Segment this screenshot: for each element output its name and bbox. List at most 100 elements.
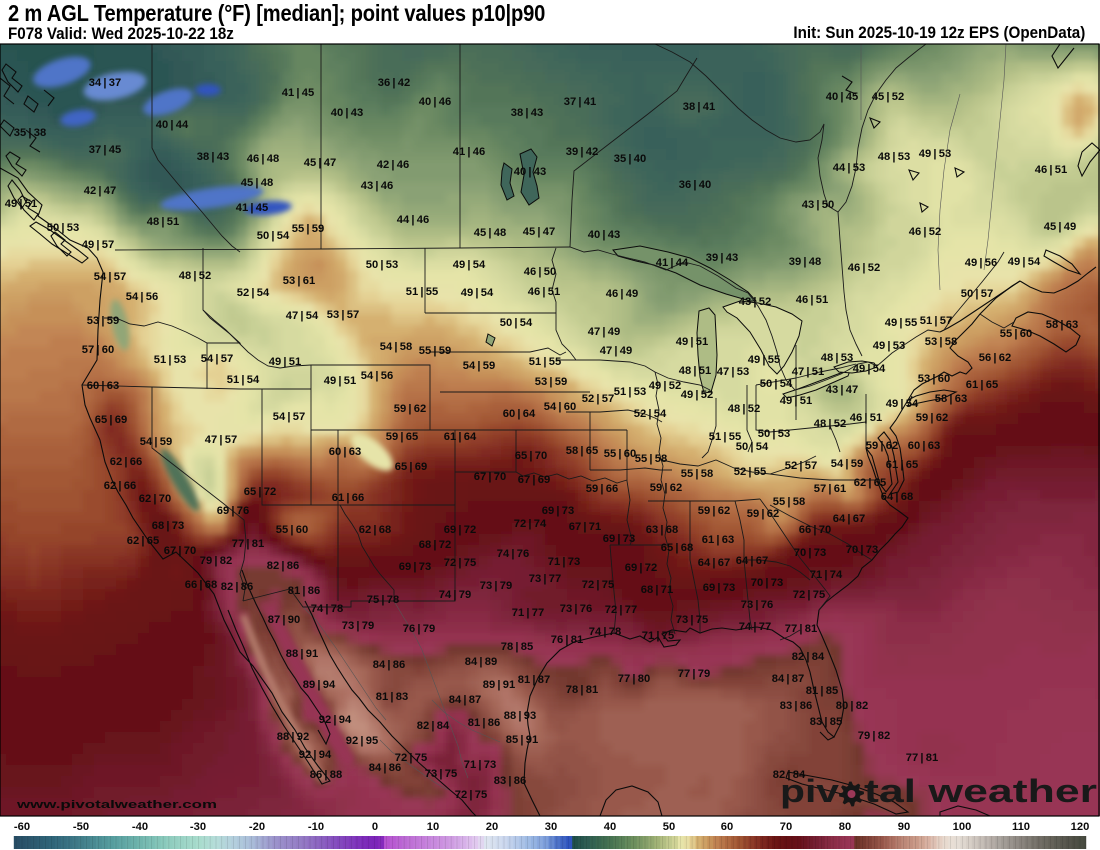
svg-text:59 | 66: 59 | 66 <box>586 483 619 495</box>
svg-text:44 | 46: 44 | 46 <box>397 214 430 226</box>
svg-text:60 | 63: 60 | 63 <box>87 380 120 392</box>
svg-text:84 | 86: 84 | 86 <box>369 762 402 774</box>
svg-text:82 | 84: 82 | 84 <box>417 720 450 732</box>
svg-text:54 | 59: 54 | 59 <box>463 360 496 372</box>
svg-text:60 | 64: 60 | 64 <box>503 408 536 420</box>
svg-text:88 | 93: 88 | 93 <box>504 710 537 722</box>
svg-text:61 | 65: 61 | 65 <box>966 379 999 391</box>
svg-text:49 | 51: 49 | 51 <box>269 356 302 368</box>
svg-text:55 | 58: 55 | 58 <box>681 468 714 480</box>
svg-text:74 | 77: 74 | 77 <box>739 621 772 633</box>
svg-text:56 | 62: 56 | 62 <box>979 352 1012 364</box>
svg-text:47 | 57: 47 | 57 <box>205 434 238 446</box>
svg-text:38 | 43: 38 | 43 <box>197 151 230 163</box>
svg-text:59 | 62: 59 | 62 <box>866 440 899 452</box>
svg-text:81 | 85: 81 | 85 <box>806 685 839 697</box>
svg-text:62 | 66: 62 | 66 <box>110 456 143 468</box>
svg-text:69 | 72: 69 | 72 <box>625 562 658 574</box>
svg-text:74 | 78: 74 | 78 <box>311 603 344 615</box>
svg-text:80 | 82: 80 | 82 <box>836 700 869 712</box>
svg-text:54 | 59: 54 | 59 <box>140 436 173 448</box>
svg-text:47 | 51: 47 | 51 <box>792 366 825 378</box>
svg-text:51 | 53: 51 | 53 <box>614 386 647 398</box>
svg-text:43 | 52: 43 | 52 <box>739 296 772 308</box>
svg-text:82 | 86: 82 | 86 <box>221 581 254 593</box>
svg-text:59 | 62: 59 | 62 <box>698 505 731 517</box>
svg-text:74 | 78: 74 | 78 <box>589 626 622 638</box>
svg-text:77 | 81: 77 | 81 <box>785 623 818 635</box>
svg-text:66 | 68: 66 | 68 <box>185 579 218 591</box>
svg-text:76 | 79: 76 | 79 <box>403 623 436 635</box>
svg-text:47 | 54: 47 | 54 <box>286 310 319 322</box>
svg-text:87 | 90: 87 | 90 <box>268 614 301 626</box>
svg-text:88 | 92: 88 | 92 <box>277 731 310 743</box>
svg-text:49 | 55: 49 | 55 <box>748 354 781 366</box>
svg-text:45 | 47: 45 | 47 <box>523 226 556 238</box>
svg-text:50 | 57: 50 | 57 <box>961 288 994 300</box>
svg-text:40 | 43: 40 | 43 <box>514 166 547 178</box>
svg-text:62 | 68: 62 | 68 <box>359 524 392 536</box>
svg-text:54 | 56: 54 | 56 <box>126 291 159 303</box>
svg-text:84 | 87: 84 | 87 <box>449 694 482 706</box>
svg-text:49 | 51: 49 | 51 <box>676 336 709 348</box>
svg-text:39 | 43: 39 | 43 <box>706 252 739 264</box>
svg-text:49 | 55: 49 | 55 <box>885 317 918 329</box>
svg-text:38 | 41: 38 | 41 <box>683 101 716 113</box>
svg-text:69 | 73: 69 | 73 <box>603 533 636 545</box>
svg-text:84 | 86: 84 | 86 <box>373 659 406 671</box>
svg-text:85 | 91: 85 | 91 <box>506 734 539 746</box>
svg-text:62 | 70: 62 | 70 <box>139 493 172 505</box>
svg-text:81 | 83: 81 | 83 <box>376 691 409 703</box>
svg-text:70 | 73: 70 | 73 <box>846 544 879 556</box>
svg-text:53 | 59: 53 | 59 <box>87 315 120 327</box>
svg-text:49 | 51: 49 | 51 <box>324 375 357 387</box>
svg-text:46 | 51: 46 | 51 <box>850 412 883 424</box>
svg-text:44 | 53: 44 | 53 <box>833 162 866 174</box>
svg-text:78 | 85: 78 | 85 <box>501 641 534 653</box>
svg-text:41 | 46: 41 | 46 <box>453 146 486 158</box>
svg-text:59 | 62: 59 | 62 <box>747 508 780 520</box>
svg-text:38 | 43: 38 | 43 <box>511 107 544 119</box>
svg-text:49 | 56: 49 | 56 <box>965 257 998 269</box>
svg-text:65 | 69: 65 | 69 <box>95 414 128 426</box>
svg-text:72 | 75: 72 | 75 <box>455 789 488 801</box>
svg-text:64 | 67: 64 | 67 <box>698 557 731 569</box>
svg-text:53 | 57: 53 | 57 <box>327 309 360 321</box>
svg-text:58 | 65: 58 | 65 <box>566 445 599 457</box>
svg-text:52 | 57: 52 | 57 <box>785 460 818 472</box>
svg-text:71 | 74: 71 | 74 <box>810 569 843 581</box>
svg-text:69 | 72: 69 | 72 <box>444 524 477 536</box>
svg-text:55 | 59: 55 | 59 <box>419 345 452 357</box>
svg-text:49 | 53: 49 | 53 <box>873 340 906 352</box>
svg-text:62 | 65: 62 | 65 <box>127 535 160 547</box>
svg-text:49 | 52: 49 | 52 <box>649 380 682 392</box>
svg-text:64 | 67: 64 | 67 <box>736 555 769 567</box>
svg-text:68 | 72: 68 | 72 <box>419 539 452 551</box>
svg-text:50 | 54: 50 | 54 <box>760 378 793 390</box>
svg-text:48 | 51: 48 | 51 <box>147 216 180 228</box>
svg-text:51 | 53: 51 | 53 <box>154 354 187 366</box>
svg-text:86 | 88: 86 | 88 <box>310 769 343 781</box>
svg-text:43 | 50: 43 | 50 <box>802 199 835 211</box>
svg-text:37 | 41: 37 | 41 <box>564 96 597 108</box>
svg-text:59 | 62: 59 | 62 <box>650 482 683 494</box>
svg-text:89 | 94: 89 | 94 <box>303 679 336 691</box>
svg-text:51 | 55: 51 | 55 <box>709 431 742 443</box>
svg-text:71 | 73: 71 | 73 <box>464 759 497 771</box>
svg-text:53 | 59: 53 | 59 <box>535 376 568 388</box>
svg-text:35 | 40: 35 | 40 <box>614 153 647 165</box>
svg-text:92 | 94: 92 | 94 <box>299 749 332 761</box>
svg-text:82 | 84: 82 | 84 <box>792 651 825 663</box>
svg-text:79 | 82: 79 | 82 <box>200 555 233 567</box>
svg-text:59 | 62: 59 | 62 <box>394 403 427 415</box>
svg-text:72 | 75: 72 | 75 <box>582 579 615 591</box>
svg-text:49 | 57: 49 | 57 <box>82 239 115 251</box>
svg-text:42 | 46: 42 | 46 <box>377 159 410 171</box>
svg-text:39 | 42: 39 | 42 <box>566 146 599 158</box>
svg-text:46 | 51: 46 | 51 <box>528 286 561 298</box>
svg-text:83 | 86: 83 | 86 <box>494 775 527 787</box>
svg-text:73 | 75: 73 | 75 <box>676 614 709 626</box>
svg-text:43 | 47: 43 | 47 <box>826 384 859 396</box>
svg-text:70 | 73: 70 | 73 <box>794 547 827 559</box>
svg-text:71 | 75: 71 | 75 <box>642 630 675 642</box>
